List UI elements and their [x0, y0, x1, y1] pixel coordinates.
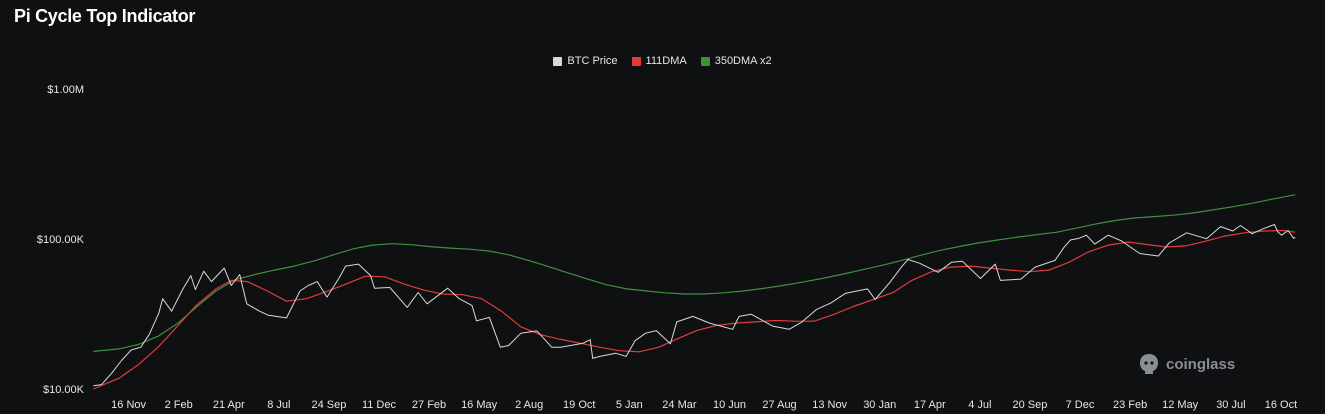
- y-axis: $1.00M $100.00K $10.00K: [37, 84, 85, 396]
- x-tick-label: 2 Feb: [165, 399, 193, 411]
- x-tick-label: 10 Jun: [713, 399, 746, 411]
- x-tick-label: 30 Jul: [1216, 399, 1245, 411]
- x-tick-label: 30 Jan: [863, 399, 896, 411]
- y-tick-label: $1.00M: [47, 84, 84, 96]
- x-tick-label: 16 Nov: [111, 399, 146, 411]
- coinglass-logo-icon: [1140, 354, 1158, 374]
- legend-item-btc-price[interactable]: BTC Price: [553, 55, 618, 67]
- x-axis: 16 Nov 2 Feb 21 Apr 8 Jul 24 Sep 11 Dec 27 Feb…: [111, 399, 1297, 411]
- series-layer: [93, 194, 1296, 390]
- x-tick-label: 16 May: [461, 399, 498, 411]
- x-tick-label: 27 Aug: [762, 399, 796, 411]
- legend-label-btc-price: BTC Price: [567, 55, 618, 67]
- x-tick-label: 19 Oct: [563, 399, 595, 411]
- x-tick-label: 17 Apr: [914, 399, 946, 411]
- x-tick-label: 7 Dec: [1066, 399, 1095, 411]
- x-tick-label: 11 Dec: [362, 399, 397, 411]
- legend-swatch-btc-price: [553, 56, 563, 66]
- x-tick-label: 20 Sep: [1012, 399, 1047, 411]
- x-tick-label: 12 May: [1162, 399, 1199, 411]
- y-tick-label: $100.00K: [37, 234, 85, 246]
- watermark-text: coinglass: [1166, 355, 1236, 373]
- x-tick-label: 27 Feb: [412, 399, 446, 411]
- series-line-btc-price: [93, 224, 1296, 387]
- x-tick-label: 21 Apr: [213, 399, 245, 411]
- legend-item-111dma[interactable]: 111DMA: [631, 55, 687, 67]
- y-tick-label: $10.00K: [43, 384, 85, 396]
- chart-legend: BTC Price 111DMA 350DMA x2: [0, 55, 1325, 67]
- series-line-111dma: [93, 229, 1296, 390]
- x-tick-label: 24 Mar: [662, 399, 697, 411]
- coinglass-watermark: coinglass: [1138, 352, 1235, 376]
- x-tick-label: 4 Jul: [968, 399, 991, 411]
- legend-swatch-350dma-x2: [700, 56, 710, 66]
- legend-item-350dma-x2[interactable]: 350DMA x2: [700, 55, 772, 67]
- x-tick-label: 5 Jan: [616, 399, 643, 411]
- legend-swatch-111dma: [631, 56, 641, 66]
- legend-label-111dma: 111DMA: [645, 55, 687, 67]
- x-tick-label: 2 Aug: [515, 399, 543, 411]
- legend-label-350dma-x2: 350DMA x2: [714, 55, 772, 67]
- x-tick-label: 23 Feb: [1113, 399, 1147, 411]
- x-tick-label: 16 Oct: [1265, 399, 1297, 411]
- x-tick-label: 24 Sep: [311, 399, 346, 411]
- series-line-350dma-x2: [93, 194, 1296, 352]
- chart-title: Pi Cycle Top Indicator: [14, 6, 196, 26]
- x-tick-label: 8 Jul: [267, 399, 290, 411]
- x-tick-label: 13 Nov: [812, 399, 847, 411]
